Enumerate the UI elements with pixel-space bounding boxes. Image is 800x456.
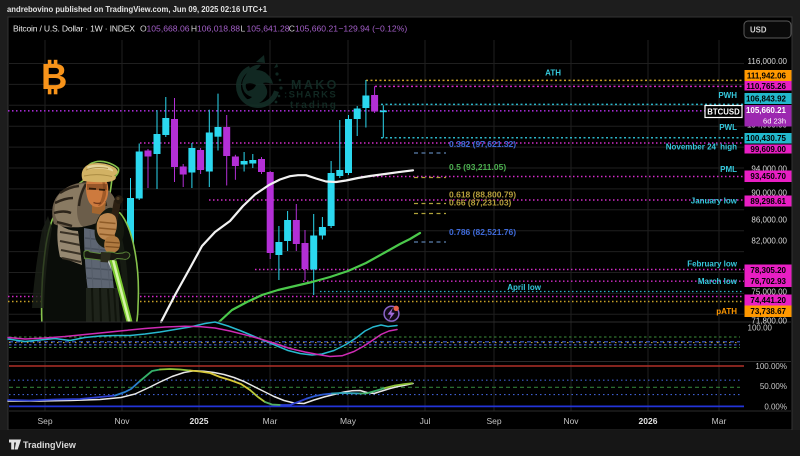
svg-text:2025: 2025 — [190, 416, 209, 426]
svg-text:6d 23h: 6d 23h — [763, 117, 786, 126]
svg-text:105,668.06: 105,668.06 — [147, 24, 190, 34]
svg-text:0.382 (97,621.32): 0.382 (97,621.32) — [449, 139, 516, 149]
svg-text:PWH: PWH — [718, 91, 737, 100]
svg-text:74,441.20: 74,441.20 — [750, 296, 786, 305]
svg-text:May: May — [340, 416, 357, 426]
svg-text:82,000.00: 82,000.00 — [751, 237, 787, 246]
svg-text:Sep: Sep — [486, 416, 501, 426]
svg-text:Sep: Sep — [37, 416, 52, 426]
svg-text:0.618 (88,800.79): 0.618 (88,800.79) — [449, 190, 516, 200]
svg-text:BTCUSD: BTCUSD — [707, 108, 740, 117]
svg-text:March low: March low — [698, 277, 738, 286]
svg-text:January low: January low — [691, 197, 738, 206]
svg-text:Mar: Mar — [263, 416, 278, 426]
svg-text:ATH: ATH — [545, 69, 561, 78]
svg-text:106,843.92: 106,843.92 — [746, 95, 787, 104]
svg-text:Nov: Nov — [114, 416, 130, 426]
svg-text:0.66 (87,231.03): 0.66 (87,231.03) — [449, 198, 512, 208]
svg-text:99,609.00: 99,609.00 — [750, 145, 786, 154]
svg-text:April low: April low — [507, 283, 542, 292]
svg-text:pATH: pATH — [716, 307, 737, 316]
svg-text:0.786 (82,521.76): 0.786 (82,521.76) — [449, 227, 516, 237]
svg-text:O: O — [140, 24, 147, 34]
svg-text:Mar: Mar — [712, 416, 727, 426]
svg-text:L: L — [241, 24, 246, 34]
svg-text:C: C — [289, 24, 295, 34]
svg-text:76,702.93: 76,702.93 — [750, 277, 786, 286]
svg-text:110,765.26: 110,765.26 — [746, 82, 786, 91]
svg-text:MAKO: MAKO — [291, 78, 339, 92]
svg-text:93,450.70: 93,450.70 — [750, 172, 786, 181]
svg-text:100,430.75: 100,430.75 — [746, 134, 787, 143]
svg-text:PML: PML — [720, 165, 737, 174]
svg-text:0.5 (93,211.05): 0.5 (93,211.05) — [449, 162, 506, 172]
svg-text:0.00%: 0.00% — [764, 403, 787, 412]
svg-text:111,942.06: 111,942.06 — [747, 72, 787, 81]
svg-text:Bitcoin / U.S. Dollar · 1W · I: Bitcoin / U.S. Dollar · 1W · INDEX — [13, 24, 135, 34]
svg-text:89,298.61: 89,298.61 — [750, 197, 786, 206]
svg-text:Nov: Nov — [563, 416, 579, 426]
svg-text:71,800.00: 71,800.00 — [751, 317, 787, 326]
svg-text:73,738.67: 73,738.67 — [750, 307, 786, 316]
svg-text:105,660.21: 105,660.21 — [746, 106, 787, 115]
svg-text:94,000.00: 94,000.00 — [751, 165, 787, 174]
svg-text::SHARKS: :SHARKS — [284, 90, 337, 101]
svg-text:106,018.88: 106,018.88 — [197, 24, 240, 34]
svg-text:andrebovino published on Tradi: andrebovino published on TradingView.com… — [7, 5, 267, 14]
svg-text:116,000.00: 116,000.00 — [748, 57, 788, 66]
svg-text:100.00%: 100.00% — [755, 362, 787, 371]
svg-text:50.00%: 50.00% — [760, 382, 787, 391]
svg-text:78,305.20: 78,305.20 — [750, 266, 786, 275]
svg-text:75,000.00: 75,000.00 — [751, 288, 787, 297]
svg-text:100.00: 100.00 — [748, 324, 773, 333]
svg-text:H: H — [191, 24, 197, 34]
svg-text:−129.94 (−0.12%): −129.94 (−0.12%) — [338, 24, 407, 34]
svg-text:November 24' high: November 24' high — [666, 143, 737, 152]
svg-text:2026: 2026 — [639, 416, 658, 426]
svg-text:90,000.00: 90,000.00 — [751, 189, 787, 198]
svg-text:86,000.00: 86,000.00 — [751, 216, 787, 225]
svg-text:105,660.21: 105,660.21 — [295, 24, 338, 34]
svg-text:TradingView: TradingView — [23, 440, 77, 450]
svg-text:USD: USD — [750, 26, 767, 35]
svg-text:PWL: PWL — [719, 123, 737, 132]
svg-text:trading: trading — [290, 100, 338, 111]
svg-text:105,641.28: 105,641.28 — [247, 24, 290, 34]
svg-text:Jul: Jul — [420, 416, 431, 426]
svg-text:February low: February low — [687, 260, 738, 269]
